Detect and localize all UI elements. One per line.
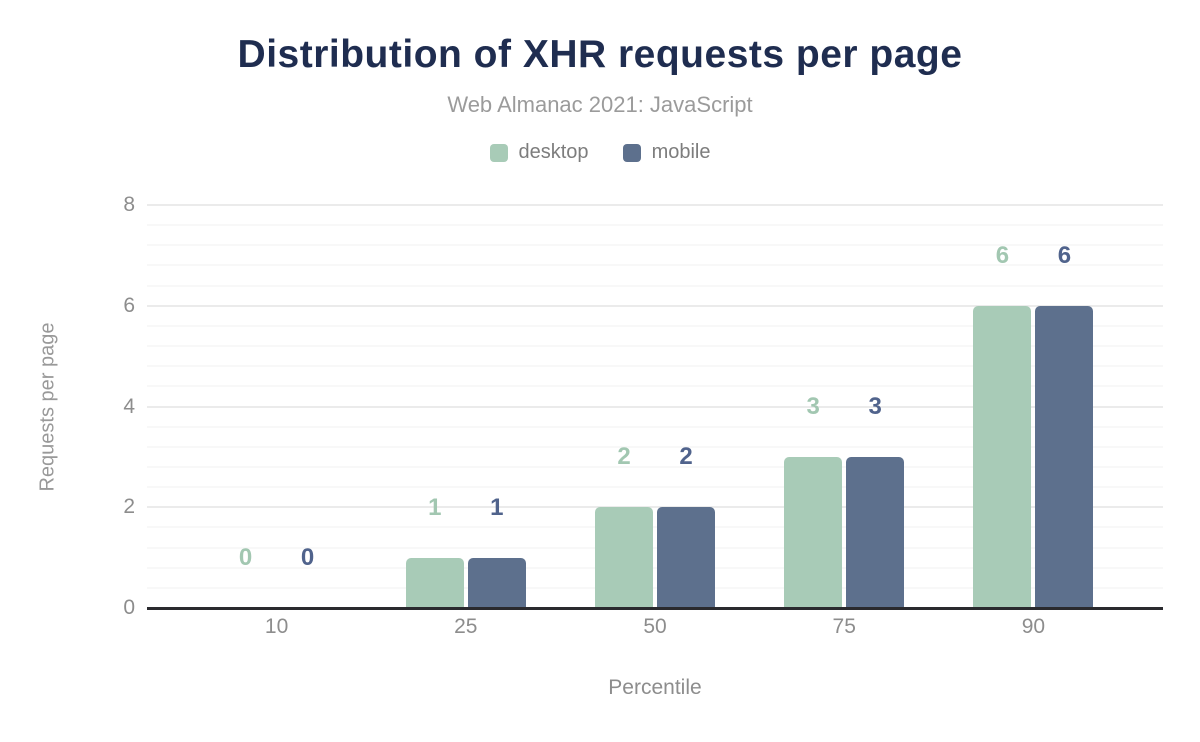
gridline-minor bbox=[147, 224, 1163, 227]
mobile-data-label: 6 bbox=[1057, 241, 1072, 269]
desktop-bar-p25[interactable] bbox=[405, 557, 464, 608]
x-axis-title: Percentile bbox=[608, 676, 702, 699]
gridline-minor bbox=[147, 284, 1163, 287]
y-tick-label: 2 bbox=[123, 495, 135, 519]
mobile-bar-slot: 6 bbox=[1035, 205, 1094, 608]
legend: desktop mobile bbox=[0, 141, 1200, 164]
desktop-bar-p75[interactable] bbox=[784, 456, 843, 608]
gridline-minor bbox=[147, 365, 1163, 368]
mobile-data-label: 1 bbox=[490, 493, 504, 521]
x-tick-label: 90 bbox=[1021, 615, 1046, 638]
desktop-swatch-icon bbox=[489, 143, 508, 162]
mobile-data-label: 0 bbox=[300, 544, 315, 571]
desktop-bar-slot: 2 bbox=[595, 205, 653, 608]
gridline-minor bbox=[147, 486, 1163, 489]
desktop-bar-p50[interactable] bbox=[595, 507, 653, 608]
desktop-bar-slot: 1 bbox=[405, 205, 464, 608]
gridline-minor bbox=[147, 586, 1163, 589]
y-tick-label: 4 bbox=[123, 394, 135, 418]
desktop-bar-p90[interactable] bbox=[973, 305, 1032, 608]
x-axis-tick-labels: 10 25 50 75 90 bbox=[147, 615, 1163, 639]
desktop-bar-slot: 3 bbox=[784, 205, 843, 608]
chart-subtitle: Web Almanac 2021: JavaScript bbox=[447, 92, 753, 117]
gridline-minor bbox=[147, 526, 1163, 529]
mobile-bar-p50[interactable] bbox=[657, 507, 715, 608]
x-tick-label: 10 bbox=[264, 615, 289, 638]
desktop-data-label: 3 bbox=[806, 392, 820, 420]
gridline-minor bbox=[147, 425, 1163, 428]
gridline-minor bbox=[147, 566, 1163, 569]
x-tick-label: 25 bbox=[454, 615, 478, 638]
legend-item-desktop[interactable]: desktop bbox=[489, 141, 589, 164]
gridline-major bbox=[147, 405, 1163, 408]
x-tick-label: 50 bbox=[643, 615, 667, 638]
legend-label: mobile bbox=[651, 141, 711, 163]
mobile-swatch-icon bbox=[622, 143, 641, 162]
gridline-minor bbox=[147, 324, 1163, 327]
gridline-minor bbox=[147, 465, 1163, 468]
mobile-bar-slot: 0 bbox=[279, 205, 337, 608]
y-tick-label: 6 bbox=[123, 293, 135, 317]
mobile-data-label: 3 bbox=[868, 392, 882, 420]
gridline-minor bbox=[147, 445, 1163, 448]
gridline-minor bbox=[147, 345, 1163, 348]
legend-label: desktop bbox=[518, 141, 589, 163]
desktop-data-label: 0 bbox=[238, 544, 253, 571]
mobile-data-label: 2 bbox=[679, 443, 693, 471]
x-axis-line bbox=[147, 607, 1163, 610]
gridline-minor bbox=[147, 264, 1163, 267]
chart-title: Distribution of XHR requests per page bbox=[237, 33, 963, 76]
mobile-bar-slot: 1 bbox=[467, 205, 526, 608]
gridline-minor bbox=[147, 546, 1163, 549]
y-tick-label: 8 bbox=[123, 193, 135, 216]
mobile-bar-p75[interactable] bbox=[846, 456, 905, 608]
mobile-bar-p90[interactable] bbox=[1035, 305, 1094, 608]
y-tick-label: 0 bbox=[123, 596, 135, 619]
gridline-major bbox=[147, 204, 1163, 206]
mobile-bar-slot: 3 bbox=[846, 205, 905, 608]
y-axis-tick-labels: 0 2 4 6 8 bbox=[0, 193, 135, 619]
desktop-bar-slot: 6 bbox=[973, 205, 1032, 608]
x-tick-label: 75 bbox=[832, 615, 856, 638]
desktop-data-label: 2 bbox=[617, 443, 631, 471]
gridline-minor bbox=[147, 385, 1163, 388]
desktop-data-label: 1 bbox=[428, 493, 442, 521]
mobile-bar-p25[interactable] bbox=[467, 557, 526, 608]
mobile-bar-slot: 2 bbox=[657, 205, 715, 608]
legend-item-mobile[interactable]: mobile bbox=[622, 141, 711, 164]
desktop-bar-slot: 0 bbox=[217, 205, 275, 608]
gridline-major bbox=[147, 304, 1163, 307]
gridline-major bbox=[147, 506, 1163, 509]
gridline-minor bbox=[147, 244, 1163, 247]
desktop-data-label: 6 bbox=[995, 241, 1010, 269]
